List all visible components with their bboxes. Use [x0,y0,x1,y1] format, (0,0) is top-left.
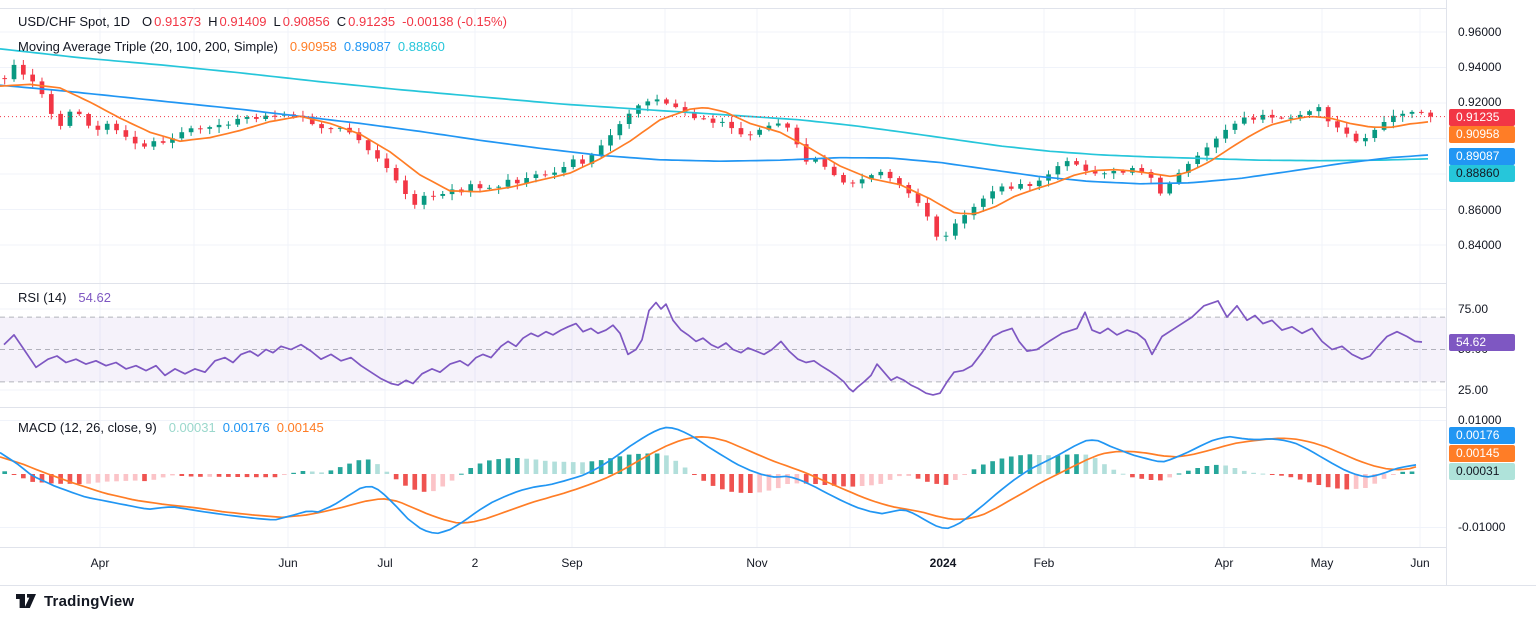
price-axis-label: 0.84000 [1458,238,1502,252]
price-axis-border [1446,0,1447,585]
rsi-pane-separator[interactable] [0,283,1536,284]
chart-top-border [0,8,1536,9]
rsi-plot [3,300,1423,396]
price-axis-label: 0.92000 [1458,95,1502,109]
rsi-axis-label: 25.00 [1458,383,1489,397]
price-axis-label: 0.94000 [1458,60,1502,74]
macd-hist-value: 0.00031 [168,420,216,435]
symbol-legend[interactable]: USD/CHF Spot, 1D O 0.91373 H 0.91409 L 0.90856… [18,14,514,29]
time-axis-label: 2 [471,556,479,570]
time-axis-label: Jun [1410,556,1430,570]
rsi-line [3,300,1423,396]
ma200-value: 0.88860 [397,39,445,54]
price-axis-label: 0.96000 [1458,25,1502,39]
ma20-badge: 0.90958 [1449,125,1515,143]
symbol-title: USD/CHF Spot, 1D [18,14,130,29]
high-value: 0.91409 [219,14,267,29]
rsi-legend[interactable]: RSI (14) 54.62 [18,290,118,305]
close-label: C [336,14,347,29]
candles [2,59,1433,242]
time-axis-label: Sep [561,556,583,570]
time-axis-label: Feb [1033,556,1055,570]
low-value: 0.90856 [282,14,330,29]
open-label: O [141,14,153,29]
tradingview-brand-text: TradingView [44,592,135,610]
rsi-axis-label: 75.00 [1458,302,1489,316]
rsi-value: 54.62 [78,290,111,305]
open-value: 0.91373 [154,14,202,29]
time-axis-label: Jul [377,556,393,570]
ma200-badge: 0.88860 [1449,164,1515,182]
ma100-value: 0.89087 [343,39,391,54]
chart-plot-area[interactable] [0,0,1446,585]
tradingview-logo-icon [16,594,36,608]
ma100-badge: 0.89087 [1449,147,1515,165]
high-label: H [208,14,218,29]
macd-badge: 0.00176 [1449,426,1515,444]
macd-legend[interactable]: MACD (12, 26, close, 9) 0.00031 0.00176 0.0… [18,420,331,435]
ma-title: Moving Average Triple (20, 100, 200, Sim… [18,39,278,54]
ma100-line [0,84,1429,185]
time-axis-label: May [1310,556,1334,570]
rsi-badge: 54.62 [1449,333,1515,351]
ma20-line [0,83,1429,215]
ma-triple-legend[interactable]: Moving Average Triple (20, 100, 200, Sim… [18,39,452,54]
time-axis-label: Jun [278,556,298,570]
signal-badge: 0.00145 [1449,444,1515,462]
macd-signal-line [0,436,1417,524]
ma200-line [0,48,1429,162]
last-price-badge: 0.91235 [1449,108,1515,126]
time-axis-label: 2024 [929,556,957,570]
macd-signal-value: 0.00145 [276,420,324,435]
time-axis-border [0,547,1536,548]
close-value: 0.91235 [348,14,396,29]
hist-badge: 0.00031 [1449,462,1515,480]
price-axis-label: 0.86000 [1458,203,1502,217]
macd-pane-separator[interactable] [0,407,1536,408]
time-axis[interactable]: Apr Jun Jul 2 Sep Nov 2024 Feb Apr May Jun [0,548,1446,585]
macd-axis-label: 0.01000 [1458,413,1502,427]
low-label: L [273,14,281,29]
price-axis[interactable]: 0.96000 0.94000 0.92000 0.86000 0.84000 75.00… [1447,0,1536,585]
macd-title: MACD (12, 26, close, 9) [18,420,157,435]
macd-plot [0,426,1417,535]
tradingview-attribution[interactable]: TradingView [15,590,134,612]
time-axis-label: Apr [1214,556,1234,570]
macd-line [0,426,1417,535]
chart-bottom-border [0,585,1536,586]
change-value: -0.00138 (-0.15%) [402,14,507,29]
macd-axis-label: -0.01000 [1458,520,1506,534]
moving-averages [0,48,1429,215]
time-axis-label: Nov [746,556,768,570]
ma20-value: 0.90958 [289,39,337,54]
macd-line-value: 0.00176 [222,420,270,435]
rsi-title: RSI (14) [18,290,67,305]
time-axis-label: Apr [90,556,110,570]
